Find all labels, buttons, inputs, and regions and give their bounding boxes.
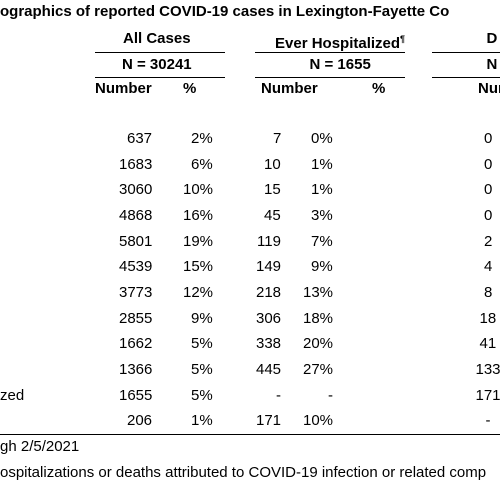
cell: 3060 xyxy=(119,181,153,199)
cell: 9% xyxy=(311,258,333,276)
rule xyxy=(95,52,225,53)
cell: 10 xyxy=(264,155,281,173)
cell: 171 xyxy=(475,386,500,404)
cell: 20% xyxy=(303,335,334,353)
rule xyxy=(432,52,500,53)
column-header: % xyxy=(183,80,197,97)
group-header: Ever Hospitalized¶ xyxy=(275,34,406,52)
cell: 3773 xyxy=(119,283,153,301)
cell: 4539 xyxy=(119,258,153,276)
column-header: Number xyxy=(261,80,318,97)
cell: 0% xyxy=(311,130,333,147)
cell: 45 xyxy=(264,206,281,224)
cell: 5% xyxy=(191,335,213,353)
cell: 9% xyxy=(191,309,213,327)
cell: 2 xyxy=(484,232,493,250)
cell: 7% xyxy=(311,232,333,250)
cell: 2855 xyxy=(119,309,153,327)
rule xyxy=(255,52,405,53)
cell: 1366 xyxy=(119,360,153,378)
rule xyxy=(432,77,500,78)
cell: 6% xyxy=(191,155,213,173)
cell: 27% xyxy=(303,360,334,378)
cell: - xyxy=(276,386,281,404)
cell: 16% xyxy=(183,206,214,224)
cell: 1655 xyxy=(119,386,153,404)
cell: 41 xyxy=(479,335,497,353)
cell: 119 xyxy=(257,232,281,250)
table-title: ographics of reported COVID-19 cases in … xyxy=(0,3,450,20)
cell: 1683 xyxy=(119,155,153,173)
cell: 149 xyxy=(256,258,282,276)
rule xyxy=(255,77,405,78)
cell: 15% xyxy=(183,258,214,276)
cell: 218 xyxy=(256,283,282,301)
rule xyxy=(95,77,225,78)
cell: 10% xyxy=(303,412,334,430)
cell: 445 xyxy=(256,360,282,378)
cell: 18% xyxy=(303,309,334,327)
cell: 1% xyxy=(191,412,213,430)
cell: 306 xyxy=(256,309,282,327)
footnote: ospitalizations or deaths attributed to … xyxy=(0,464,487,481)
rule xyxy=(0,434,500,435)
cell: 0 xyxy=(484,155,493,173)
cell: 133 xyxy=(475,360,500,378)
cell: 338 xyxy=(256,335,282,353)
cell: 3% xyxy=(311,206,333,224)
row-label: zed xyxy=(0,386,25,404)
cell: 1662 xyxy=(119,335,153,353)
cell: 2% xyxy=(191,130,213,147)
n-header: N xyxy=(486,56,498,73)
column-header: Number xyxy=(95,80,152,97)
cell: 0 xyxy=(484,206,493,224)
footnote: gh 2/5/2021 xyxy=(0,438,80,455)
group-header: D xyxy=(486,30,498,47)
cell: 15 xyxy=(264,181,281,199)
cell: 4868 xyxy=(119,206,153,224)
cell: 4 xyxy=(484,258,493,276)
cell: 5% xyxy=(191,386,213,404)
cell: 5801 xyxy=(119,232,153,250)
cell: 13% xyxy=(303,283,334,301)
cell: - xyxy=(485,412,491,430)
cell: 206 xyxy=(127,412,153,430)
cell: 637 xyxy=(127,130,153,147)
cell: 12% xyxy=(183,283,214,301)
cell: 0 xyxy=(484,181,493,199)
cell: - xyxy=(328,386,333,404)
group-header: All Cases xyxy=(123,30,191,47)
cell: 18 xyxy=(479,309,497,327)
cell: 0 xyxy=(484,130,493,147)
cell: 19% xyxy=(183,232,214,250)
cell: 7 xyxy=(273,130,282,147)
cell: 171 xyxy=(256,412,282,430)
cell: 1% xyxy=(311,181,333,199)
n-header: N = 1655 xyxy=(309,56,371,73)
cell: 10% xyxy=(183,181,214,199)
n-header: N = 30241 xyxy=(122,56,192,73)
cell: 8 xyxy=(484,283,493,301)
column-header: % xyxy=(372,80,386,97)
cell: 1% xyxy=(311,155,333,173)
column-header: Numb xyxy=(478,80,500,97)
footnote-mark: ¶ xyxy=(400,34,406,44)
cell: 5% xyxy=(191,360,213,378)
